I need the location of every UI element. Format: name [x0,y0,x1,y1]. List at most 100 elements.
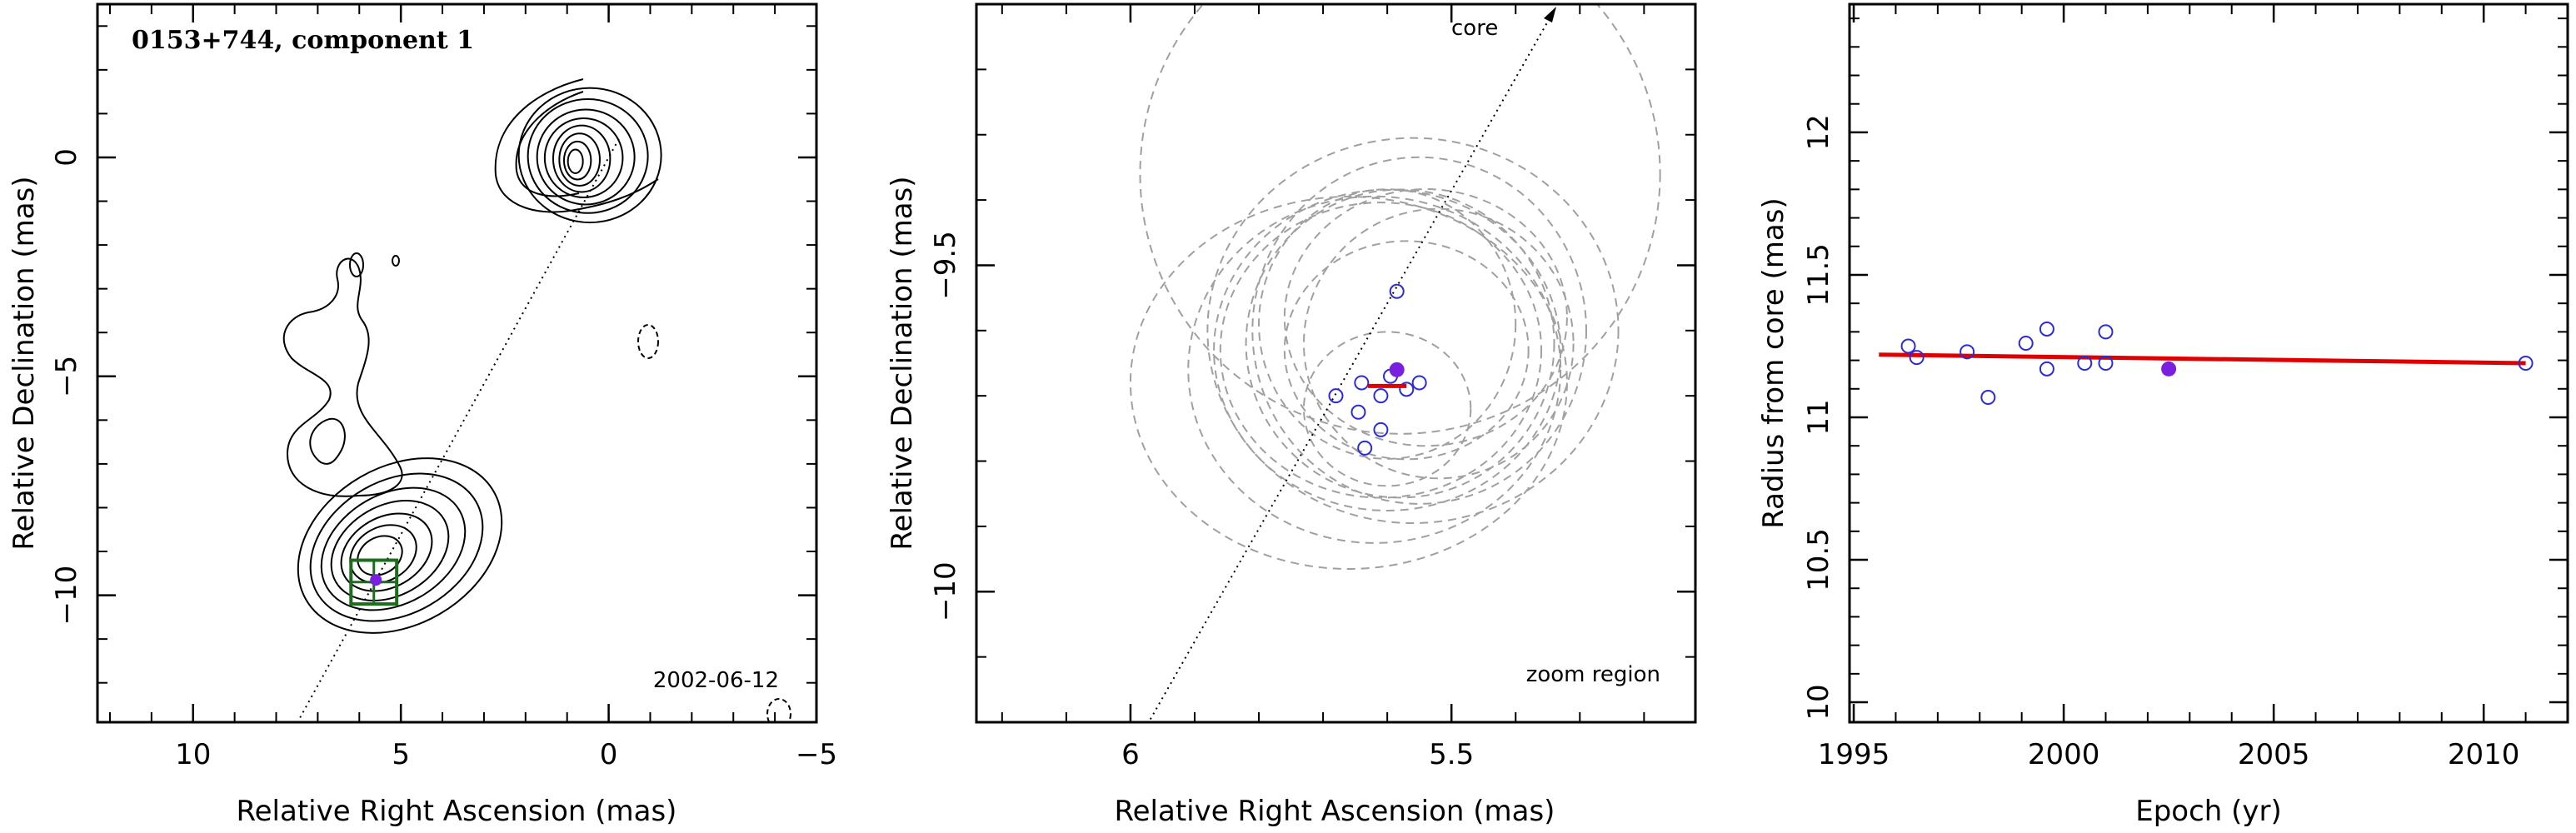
x-tick-label: 1995 [1818,738,1890,771]
epoch-date-label: 2002-06-12 [653,668,779,693]
extended-contour [282,257,403,497]
position-point [1350,404,1366,420]
beam-ellipse [1283,240,1530,461]
x-tick-label: 6 [1121,738,1140,771]
position-point [1411,375,1427,391]
panel1-title: 0153+744, component 1 [132,26,474,55]
x-tick-label: 0 [600,738,618,771]
core-contour [515,91,584,197]
beam-ellipse [1206,137,1620,524]
beam-ellipse [1251,156,1588,505]
contour-plot-area [282,78,791,722]
position-point [1373,388,1389,404]
beam-ellipse [1302,207,1575,480]
core-contour [494,78,659,213]
component-contour [357,535,403,576]
component-contour [320,486,467,611]
core-contour [517,87,662,224]
x-tick-label: −5 [796,738,837,771]
negative-contour [637,324,659,359]
panel3-ticks: 1995 2000 2005 2010 10 10.5 11 11.5 12 [1802,4,2569,771]
panel-radius-vs-epoch: 1995 2000 2005 2010 10 10.5 11 11.5 12 Epoch (yr… [1757,2,2569,828]
beam-ellipse [1139,4,1661,435]
current-epoch-radius-point [2161,361,2177,377]
position-point [1328,388,1344,404]
core-contour [567,148,584,174]
beam-ellipse [1245,188,1555,499]
panel2-y-axis-label: Relative Declination (mas) [886,176,919,550]
core-direction-arrow [1544,7,1556,22]
x-tick-label: 5 [392,738,410,771]
panel3-x-axis-label: Epoch (yr) [2135,795,2282,828]
beam-ellipse [1129,196,1568,570]
component-contour [330,500,450,601]
beam-ellipse [1258,188,1517,460]
beam-ellipse [1213,188,1562,511]
x-tick-label: 5.5 [1429,738,1474,771]
panel1-y-axis-label: Relative Declination (mas) [7,176,41,550]
position-point [1357,440,1373,456]
radius-point [2018,336,2034,352]
y-tick-label: −5 [50,356,83,397]
y-tick-label: 12 [1802,114,1835,150]
position-point [1354,375,1370,391]
radius-point [1959,344,1975,360]
x-tick-label: 2000 [2028,738,2100,771]
core-direction-line [1147,6,1557,722]
panel1-frame [96,2,818,724]
beam-ellipse [1187,195,1562,544]
zoom-region-label: zoom region [1526,662,1660,687]
core-contour [536,108,636,206]
core-contour [562,140,592,181]
extended-contour [392,255,400,267]
core-direction-label: core [1451,16,1498,41]
extended-contour [349,252,364,277]
radius-point [1909,350,1925,366]
beam-ellipse [1219,202,1543,499]
jet-axis-line [297,136,622,722]
core-contour [552,124,612,193]
radius-point [1980,390,1996,406]
y-tick-label: 10 [1802,684,1835,720]
panel2-x-axis-label: Relative Right Ascension (mas) [1115,795,1555,828]
core-contour [543,117,624,198]
radius-point [2518,356,2534,371]
panel1-ticks: 10 5 0 −5 0 −5 −10 [50,4,837,771]
position-point [1389,283,1405,299]
beam-ellipse [1283,188,1568,447]
panel1-x-axis-label: Relative Right Ascension (mas) [237,795,677,828]
core-contour [527,97,649,214]
radius-point [2077,356,2093,371]
current-epoch-point [1389,362,1405,377]
negative-contour [766,698,791,722]
radius-point [2039,361,2054,377]
panel2-ticks: 6 5.5 −9.5 −10 [929,3,1695,771]
y-tick-label: 10.5 [1802,528,1835,591]
radius-point [2098,356,2114,371]
y-tick-label: −10 [50,566,83,626]
y-tick-label: 11 [1802,399,1835,435]
component-contour [340,512,433,592]
extended-contour [309,417,346,465]
panel3-frame [1848,2,2569,724]
y-tick-label: 0 [50,148,83,167]
radius-fit-line [1879,352,2526,366]
component-marker [370,574,382,586]
x-tick-label: 2010 [2448,738,2520,771]
y-tick-label: −10 [929,561,962,621]
component-contour [297,457,503,634]
core-contour [558,132,601,187]
radius-point [1900,338,1916,354]
radius-point [2039,321,2054,337]
y-tick-label: −9.5 [929,231,962,300]
panel-zoom-region: 6 5.5 −9.5 −10 core zoom region Relative Ri… [886,2,1697,828]
beam-ellipse [1302,331,1472,487]
radius-plot-area [1879,321,2534,406]
radius-point [2098,324,2114,340]
panel2-frame [975,2,1697,724]
position-point [1399,382,1415,397]
x-tick-label: 10 [175,738,211,771]
y-tick-label: 11.5 [1802,243,1835,307]
panel-contour-map: 10 5 0 −5 0 −5 −10 0153+744, component 1 2002-… [7,2,837,828]
